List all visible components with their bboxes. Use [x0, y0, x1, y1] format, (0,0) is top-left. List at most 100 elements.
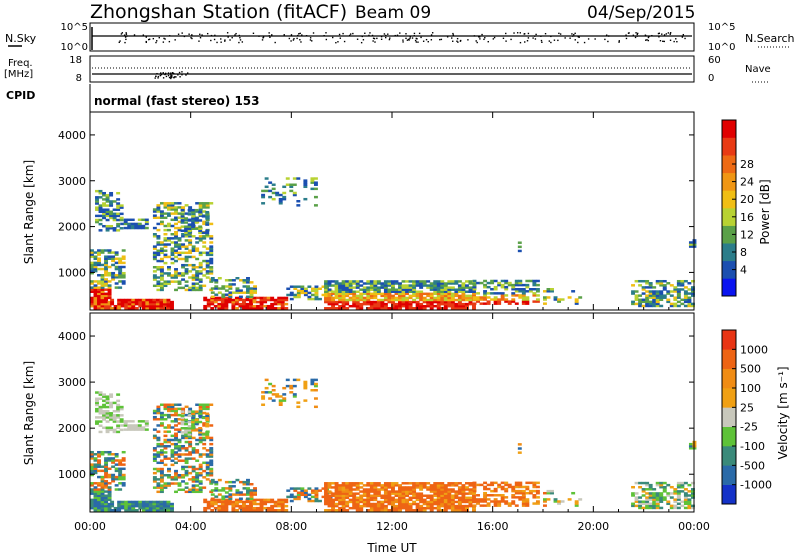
data-cell — [205, 206, 210, 209]
data-cell — [366, 502, 371, 506]
data-cell — [690, 492, 695, 495]
data-cell — [641, 506, 646, 510]
data-cell — [156, 243, 161, 246]
data-cell — [93, 280, 98, 283]
data-cell — [310, 491, 315, 494]
data-cell — [209, 237, 214, 240]
data-cell — [181, 266, 186, 269]
data-cell — [163, 224, 168, 228]
data-cell — [100, 496, 105, 500]
data-cell — [174, 249, 178, 252]
data-cell — [376, 482, 381, 485]
data-cell — [447, 302, 452, 306]
data-cell — [90, 300, 94, 304]
data-cell — [116, 409, 121, 413]
data-cell — [517, 443, 522, 446]
data-cell — [170, 449, 175, 452]
data-cell — [195, 476, 200, 479]
data-cell — [334, 482, 339, 485]
data-cell — [100, 288, 105, 291]
data-cell — [338, 488, 343, 491]
data-cell — [105, 227, 110, 230]
data-cell — [117, 307, 122, 310]
data-cell — [383, 296, 388, 300]
data-cell — [184, 447, 189, 450]
data-cell — [454, 482, 459, 485]
data-cell — [177, 257, 182, 261]
data-cell — [90, 490, 94, 493]
data-cell — [433, 498, 438, 502]
data-cell — [652, 506, 657, 510]
data-cell — [170, 409, 175, 413]
data-cell — [493, 302, 498, 305]
data-cell — [127, 302, 132, 306]
data-cell — [655, 294, 660, 297]
data-cell — [97, 290, 101, 293]
data-cell — [490, 481, 495, 485]
data-cell — [669, 496, 674, 499]
data-cell — [180, 431, 185, 434]
data-cell — [131, 504, 136, 508]
data-cell — [202, 438, 207, 442]
data-cell — [191, 288, 196, 292]
data-cell — [521, 302, 526, 305]
data-cell — [669, 290, 674, 293]
data-cell — [221, 293, 226, 296]
data-cell — [284, 500, 289, 504]
data-cell — [398, 294, 402, 298]
data-cell — [550, 489, 554, 493]
data-cell — [104, 461, 109, 464]
data-cell — [159, 307, 164, 310]
data-cell — [493, 494, 498, 497]
data-cell — [331, 284, 336, 287]
data-cell — [680, 288, 685, 291]
data-cell — [666, 282, 671, 285]
data-cell — [174, 216, 178, 219]
data-cell — [174, 428, 178, 431]
data-cell — [271, 399, 276, 402]
data-cell — [655, 292, 660, 295]
data-cell — [390, 307, 395, 310]
data-cell — [280, 506, 285, 510]
data-cell — [645, 296, 650, 299]
data-cell — [645, 506, 650, 510]
data-cell — [242, 482, 247, 486]
data-cell — [289, 391, 294, 394]
data-cell — [440, 504, 445, 508]
data-cell — [429, 307, 434, 310]
data-cell — [191, 410, 196, 413]
data-cell — [457, 500, 462, 504]
data-cell — [369, 490, 374, 493]
data-cell — [433, 502, 438, 506]
data-cell — [100, 509, 105, 512]
data-cell — [180, 221, 185, 224]
data-cell — [90, 249, 94, 252]
data-cell — [152, 255, 157, 259]
data-cell — [205, 272, 210, 275]
data-cell — [181, 488, 186, 491]
data-cell — [648, 492, 653, 495]
data-cell — [111, 263, 116, 267]
data-cell — [341, 506, 346, 510]
data-cell — [141, 506, 146, 510]
data-cell — [366, 288, 371, 291]
data-cell — [177, 428, 182, 431]
data-cell — [468, 484, 473, 487]
data-cell — [191, 282, 196, 285]
data-cell — [100, 482, 105, 485]
data-cell — [483, 285, 488, 289]
data-cell — [535, 500, 540, 503]
data-cell — [359, 504, 364, 508]
data-cell — [634, 496, 639, 499]
data-cell — [405, 488, 410, 491]
data-cell — [93, 486, 98, 489]
data-cell — [334, 282, 339, 285]
data-cell — [338, 502, 343, 506]
data-cell — [457, 509, 462, 512]
data-cell — [231, 500, 236, 504]
data-cell — [198, 235, 203, 238]
data-cell — [177, 247, 182, 250]
data-cell — [177, 482, 182, 485]
data-cell — [156, 409, 161, 413]
data-cell — [464, 280, 469, 283]
